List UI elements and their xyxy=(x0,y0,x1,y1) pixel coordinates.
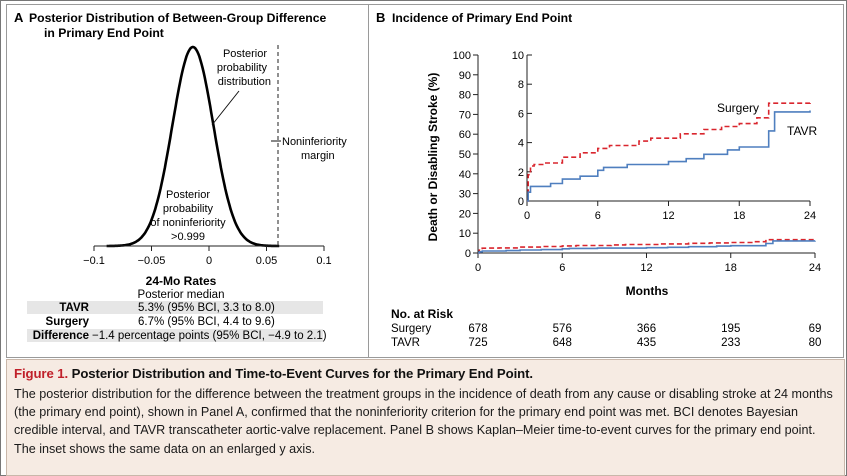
inset-x-tick-label: 12 xyxy=(662,210,674,222)
series-label-tavr: TAVR xyxy=(787,124,818,138)
caption-title-line: Figure 1. Posterior Distribution and Tim… xyxy=(14,366,840,381)
main-x-tick-label: 24 xyxy=(809,262,821,274)
rates-subtitle: Posterior median xyxy=(138,289,225,301)
main-y-tick-label: 90 xyxy=(459,70,471,82)
inset-y-tick-label: 8 xyxy=(518,79,524,91)
caption-body: The posterior distribution for the diffe… xyxy=(14,387,833,456)
at-risk-table: 678 576 366 195 69 725 648 435 233 80 xyxy=(468,323,821,349)
annotation-posterior-dist-pointer xyxy=(211,90,240,126)
at-risk-value: 648 xyxy=(553,337,572,349)
x-tick-label: −0.05 xyxy=(138,255,166,267)
at-risk-value: 435 xyxy=(637,337,656,349)
main-y-tick-label: 60 xyxy=(459,129,471,141)
main-y-tick-label: 10 xyxy=(459,228,471,240)
at-risk-group-tavr: TAVR xyxy=(391,337,420,349)
main-x-tick-label: 6 xyxy=(559,262,565,274)
at-risk-value: 233 xyxy=(721,337,740,349)
posterior-plot: −0.1 −0.05 0 0.05 0.1 xyxy=(83,45,332,267)
at-risk-title: No. at Risk xyxy=(391,307,453,321)
main-y-tick-label: 30 xyxy=(459,189,471,201)
rates-value-surgery: 6.7% (95% BCI, 4.4 to 9.6) xyxy=(138,316,275,328)
panel-a: A Posterior Distribution of Between-Grou… xyxy=(14,10,347,342)
main-curve-tavr xyxy=(478,240,816,254)
annotation-posterior-dist-3: distribution xyxy=(218,76,271,88)
main-x-tick-label: 12 xyxy=(640,262,652,274)
figure-caption: Figure 1. Posterior Distribution and Tim… xyxy=(6,359,845,476)
panel-b: B Incidence of Primary End Point Death o… xyxy=(376,10,821,349)
x-tick-label: 0 xyxy=(206,255,212,267)
rates-value-tavr: 5.3% (95% BCI, 3.3 to 8.0) xyxy=(138,302,275,314)
main-y-tick-label: 50 xyxy=(459,149,471,161)
main-y-tick-label: 70 xyxy=(459,109,471,121)
x-tick-label: 0.1 xyxy=(316,255,331,267)
inset-x-tick-label: 0 xyxy=(524,210,530,222)
inset-y-tick-label: 4 xyxy=(518,138,524,150)
annotation-margin-2: margin xyxy=(301,150,335,162)
inset-y-tick-label: 0 xyxy=(518,196,524,208)
main-y-tick-label: 40 xyxy=(459,169,471,181)
inset-y-tick-label: 2 xyxy=(518,167,524,179)
main-y-tick-label: 0 xyxy=(465,248,471,260)
rates-value-difference: −1.4 percentage points (95% BCI, −4.9 to… xyxy=(92,330,327,342)
posterior-curve xyxy=(106,45,280,248)
annotation-posterior-prob-2: probability xyxy=(163,203,214,215)
y-axis-label: Death or Disabling Stroke (%) xyxy=(426,73,440,242)
annotation-posterior-dist-2: probability xyxy=(217,62,268,74)
inset-x-tick-label: 6 xyxy=(595,210,601,222)
at-risk-value: 69 xyxy=(809,323,822,335)
annotation-posterior-prob-1: Posterior xyxy=(166,189,210,201)
main-x-tick-label: 18 xyxy=(725,262,737,274)
annotation-posterior-prob-3: of noninferiority xyxy=(150,217,226,229)
panel-a-title-line2: in Primary End Point xyxy=(44,26,164,40)
main-y-tick-label: 80 xyxy=(459,90,471,102)
panel-a-title-line1: Posterior Distribution of Between-Group … xyxy=(29,11,326,25)
inset-y-tick-label: 6 xyxy=(518,108,524,120)
x-tick-label: 0.05 xyxy=(256,255,277,267)
inset-x-tick-label: 24 xyxy=(804,210,816,222)
caption-title: Posterior Distribution and Time-to-Event… xyxy=(71,366,533,381)
rates-row-bg-tavr xyxy=(27,301,323,314)
at-risk-group-surgery: Surgery xyxy=(391,323,432,335)
main-y-tick-label: 100 xyxy=(453,50,471,62)
panel-divider xyxy=(368,5,369,357)
main-y-tick-label: 20 xyxy=(459,208,471,220)
at-risk-value: 366 xyxy=(637,323,656,335)
inset-curve-tavr xyxy=(527,110,811,202)
main-curve-surgery xyxy=(478,238,816,254)
panel-a-label: A xyxy=(14,10,24,25)
series-label-surgery: Surgery xyxy=(717,101,759,115)
annotation-posterior-prob-4: >0.999 xyxy=(171,231,205,243)
rates-label-tavr: TAVR xyxy=(59,302,89,314)
caption-label: Figure 1. xyxy=(14,366,69,381)
inset-curve-surgery xyxy=(527,101,811,202)
inset-y-tick-label: 10 xyxy=(512,50,524,62)
at-risk-value: 80 xyxy=(809,337,822,349)
main-x-tick-label: 0 xyxy=(475,262,481,274)
annotation-margin-1: Noninferiority xyxy=(282,136,347,148)
at-risk-value: 678 xyxy=(468,323,487,335)
rates-label-difference: Difference xyxy=(33,330,89,342)
x-tick-label: −0.1 xyxy=(83,255,105,267)
panel-b-title: Incidence of Primary End Point xyxy=(392,11,572,25)
rates-label-surgery: Surgery xyxy=(46,316,90,328)
at-risk-value: 725 xyxy=(468,337,487,349)
inset-x-tick-label: 18 xyxy=(733,210,745,222)
annotation-posterior-dist-1: Posterior xyxy=(223,48,267,60)
at-risk-value: 195 xyxy=(721,323,740,335)
rates-title: 24-Mo Rates xyxy=(146,274,217,288)
panel-b-label: B xyxy=(376,10,385,25)
rates-row-bg-difference xyxy=(27,329,323,342)
at-risk-value: 576 xyxy=(553,323,572,335)
panels-area: A Posterior Distribution of Between-Grou… xyxy=(6,4,844,358)
x-axis-label: Months xyxy=(626,284,669,298)
